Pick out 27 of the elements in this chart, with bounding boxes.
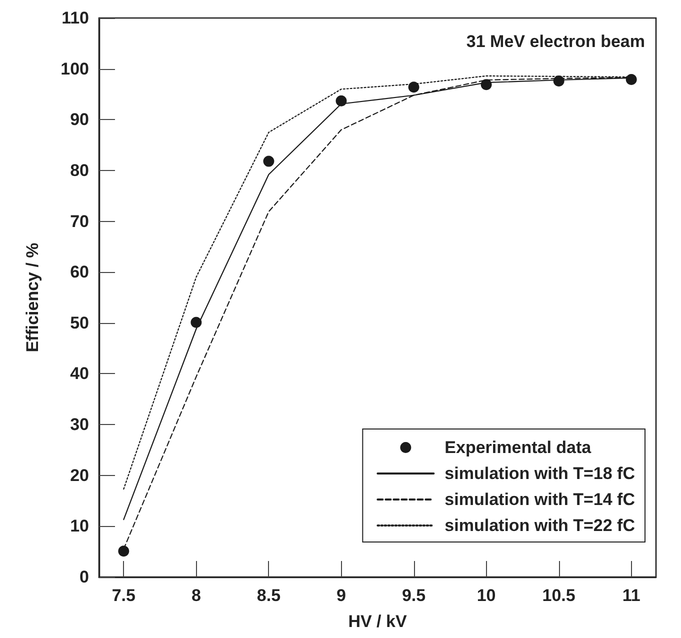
y-tick-label: 70	[70, 212, 89, 231]
y-axis-title: Efficiency / %	[23, 242, 42, 352]
x-tick-label: 8.5	[256, 586, 281, 605]
y-tick-label: 90	[70, 110, 89, 130]
x-tick-label: 10	[476, 586, 496, 605]
y-tick-label: 60	[70, 262, 89, 282]
y-tick-label: 30	[70, 415, 89, 434]
y-tick-label: 50	[70, 313, 89, 332]
legend-label: simulation with T=14 fC	[444, 490, 636, 509]
x-tick-label: 8	[191, 586, 201, 605]
y-tick-label: 20	[70, 466, 89, 485]
y-tick-label: 10	[70, 516, 89, 536]
x-tick-label: 7.5	[112, 586, 136, 605]
x-axis-title: HV / kV	[348, 612, 408, 631]
legend-label: simulation with T=18 fC	[444, 464, 636, 483]
y-tick-label: 110	[62, 8, 89, 28]
x-tick-label: 9	[336, 586, 346, 605]
y-tick-label: 80	[70, 160, 89, 180]
x-tick-label: 11	[622, 586, 640, 605]
x-tick-label: 9.5	[402, 586, 426, 605]
x-tick-label: 10.5	[542, 586, 576, 605]
y-tick-label: 0	[80, 568, 89, 586]
annotation: 31 MeV electron beam	[466, 32, 646, 51]
y-tick-label: 100	[60, 59, 89, 78]
legend-label: simulation with T=22 fC	[444, 516, 636, 535]
legend-label: Experimental data	[444, 438, 592, 457]
y-tick-label: 40	[70, 364, 89, 384]
